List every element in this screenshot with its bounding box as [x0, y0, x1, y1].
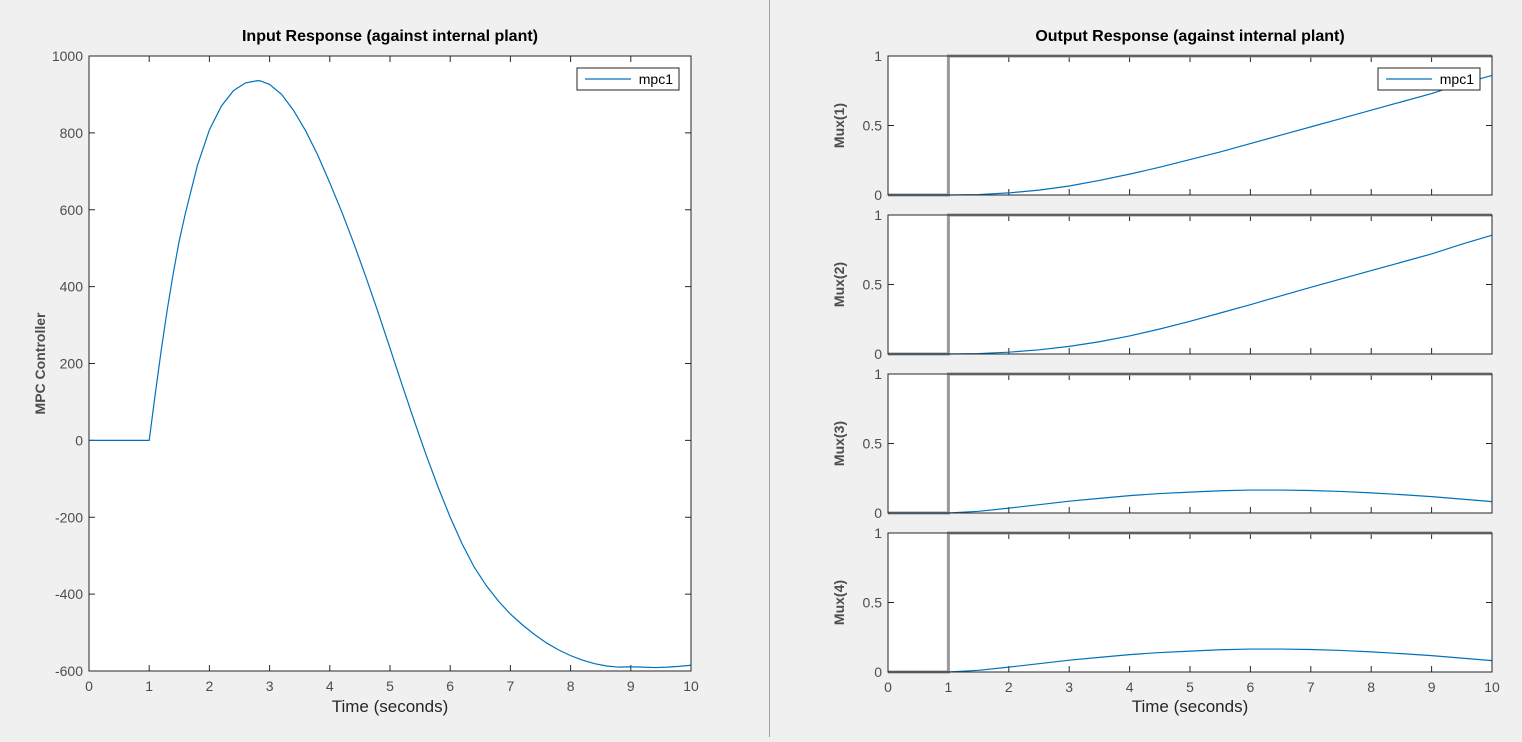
output-response-pane: Output Response (against internal plant)… [770, 0, 1522, 737]
y-tick-label: 1000 [52, 48, 83, 64]
y-axis-label: Mux(3) [831, 421, 847, 466]
series-line-mpc1 [888, 234, 1493, 355]
chart-title: Input Response (against internal plant) [242, 28, 538, 45]
output-subplot-3: 0 0.5 1 Mux(3) [831, 366, 1493, 521]
plot-area[interactable] [888, 533, 1492, 672]
x-tick-label: 4 [1126, 679, 1134, 695]
y-tick-label: 1 [874, 525, 882, 541]
y-tick-label: 0 [874, 664, 882, 680]
input-response-axes: 0 1 2 3 4 5 6 7 8 9 10 -600 -400 -200 0 200 400 600 800 100… [32, 48, 699, 694]
x-tick-label: 1 [145, 678, 153, 694]
output-subplot-4: 0 1 2 3 4 5 6 7 8 9 10 0 0.5 1 Mux(4) [831, 525, 1500, 695]
axes-frame [887, 373, 1493, 514]
axes-frame [887, 214, 1493, 355]
x-tick-label: 10 [1484, 679, 1500, 695]
x-tick-label: 7 [1307, 679, 1315, 695]
output-subplot-2: 0 0.5 1 Mux(2) [831, 207, 1493, 362]
x-tick-label: 9 [1428, 679, 1436, 695]
y-tick-label: 200 [60, 356, 84, 372]
y-tick-label: 0 [874, 346, 882, 362]
y-tick-label: 1 [874, 207, 882, 223]
y-tick-label: -200 [55, 509, 83, 525]
series-line-mpc1 [888, 74, 1493, 196]
output-response-chart: Output Response (against internal plant)… [831, 28, 1500, 716]
y-tick-label: 0.5 [863, 595, 883, 611]
y-axis-label: MPC Controller [32, 312, 48, 414]
series-line-mpc1 [888, 489, 1493, 514]
x-tick-label: 2 [1005, 679, 1013, 695]
legend[interactable]: mpc1 [576, 67, 680, 91]
x-tick-label: 3 [266, 678, 274, 694]
y-tick-label: 1 [874, 366, 882, 382]
pane-divider[interactable] [769, 0, 770, 737]
axes-frame [88, 55, 692, 672]
output-subplot-1: 0 0.5 1 mpc1 Mux(1) [831, 48, 1493, 203]
y-tick-label: 600 [60, 202, 84, 218]
y-tick-label: -400 [55, 586, 83, 602]
plot-area[interactable] [89, 56, 691, 671]
x-tick-label: 8 [1367, 679, 1375, 695]
series-line-mpc1 [888, 648, 1493, 673]
y-axis-label: Mux(1) [831, 103, 847, 148]
y-axis-label: Mux(2) [831, 262, 847, 307]
input-response-pane: Input Response (against internal plant) 0… [32, 28, 699, 716]
x-tick-label: 2 [206, 678, 214, 694]
y-tick-label: 0.5 [863, 277, 883, 293]
x-tick-label: 5 [1186, 679, 1194, 695]
x-tick-label: 3 [1065, 679, 1073, 695]
legend-label-mpc1: mpc1 [1440, 71, 1474, 87]
axes-frame [887, 55, 1493, 196]
x-tick-label: 6 [446, 678, 454, 694]
y-tick-label: 0 [874, 187, 882, 203]
x-axis-label: Time (seconds) [332, 697, 449, 716]
x-tick-label: 10 [683, 678, 699, 694]
x-tick-label: 5 [386, 678, 394, 694]
x-tick-label: 4 [326, 678, 334, 694]
y-tick-label: -600 [55, 663, 83, 679]
x-tick-label: 7 [507, 678, 515, 694]
x-tick-label: 0 [85, 678, 93, 694]
legend[interactable]: mpc1 [1377, 67, 1481, 91]
y-tick-label: 0.5 [863, 118, 883, 134]
x-tick-label: 1 [945, 679, 953, 695]
x-tick-label: 6 [1247, 679, 1255, 695]
y-tick-label: 1 [874, 48, 882, 64]
y-tick-label: 400 [60, 279, 84, 295]
y-tick-label: 800 [60, 125, 84, 141]
y-axis-label: Mux(4) [831, 580, 847, 625]
x-tick-label: 0 [884, 679, 892, 695]
plot-area[interactable] [888, 215, 1492, 354]
x-axis-label: Time (seconds) [1132, 697, 1249, 716]
input-response-chart: Input Response (against internal plant) 0… [32, 28, 699, 716]
y-tick-label: 0.5 [863, 436, 883, 452]
plot-area[interactable] [888, 374, 1492, 513]
chart-title: Output Response (against internal plant) [1035, 28, 1344, 45]
x-tick-label: 9 [627, 678, 635, 694]
x-tick-label: 8 [567, 678, 575, 694]
y-tick-label: 0 [874, 505, 882, 521]
y-tick-label: 0 [75, 432, 83, 448]
series-line-mpc1 [89, 79, 692, 669]
axes-frame [887, 532, 1493, 673]
legend-label-mpc1: mpc1 [639, 71, 673, 87]
